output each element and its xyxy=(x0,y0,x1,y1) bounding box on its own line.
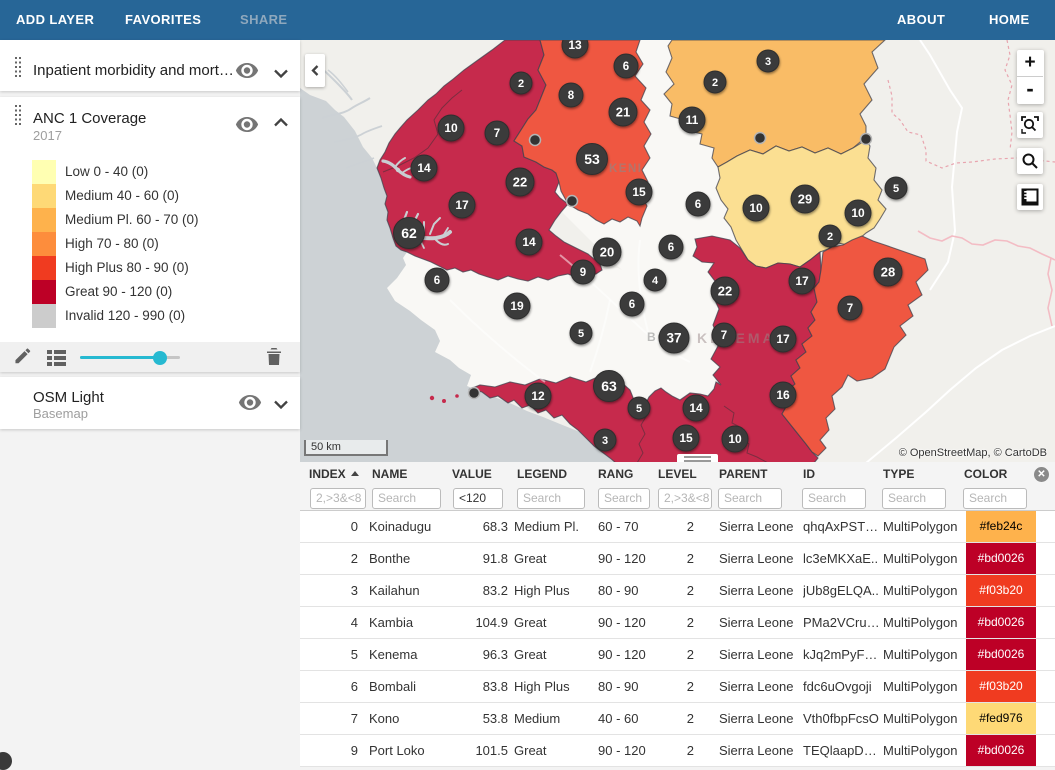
svg-text:3: 3 xyxy=(765,56,771,68)
svg-text:10: 10 xyxy=(749,201,763,215)
svg-text:53: 53 xyxy=(584,151,600,167)
svg-text:62: 62 xyxy=(401,225,417,241)
svg-text:14: 14 xyxy=(689,401,703,415)
svg-text:20: 20 xyxy=(600,245,614,260)
svg-text:15: 15 xyxy=(632,185,646,199)
svg-text:3: 3 xyxy=(602,435,608,447)
svg-text:5: 5 xyxy=(578,328,584,340)
svg-text:10: 10 xyxy=(728,432,742,446)
svg-text:14: 14 xyxy=(522,235,536,249)
svg-text:6: 6 xyxy=(629,299,635,311)
svg-text:KENEMA: KENEMA xyxy=(697,330,776,346)
svg-text:5: 5 xyxy=(893,183,899,195)
svg-text:15: 15 xyxy=(679,431,693,445)
svg-text:11: 11 xyxy=(686,113,699,127)
svg-text:8: 8 xyxy=(568,90,575,102)
svg-text:4: 4 xyxy=(652,275,659,287)
svg-text:17: 17 xyxy=(795,274,809,288)
svg-text:7: 7 xyxy=(847,303,853,315)
svg-text:6: 6 xyxy=(434,275,440,287)
svg-text:17: 17 xyxy=(455,198,469,212)
svg-text:17: 17 xyxy=(776,332,790,346)
svg-text:16: 16 xyxy=(776,388,790,402)
svg-text:2: 2 xyxy=(712,77,718,89)
svg-text:6: 6 xyxy=(695,199,701,211)
svg-text:2: 2 xyxy=(827,231,833,243)
svg-text:2: 2 xyxy=(518,78,524,90)
svg-text:13: 13 xyxy=(568,40,582,52)
svg-text:28: 28 xyxy=(881,265,895,280)
svg-text:5: 5 xyxy=(636,403,642,415)
svg-text:19: 19 xyxy=(510,299,524,313)
svg-text:6: 6 xyxy=(623,61,629,73)
svg-text:10: 10 xyxy=(851,206,865,220)
svg-text:14: 14 xyxy=(417,161,431,175)
svg-text:7: 7 xyxy=(494,128,500,140)
svg-text:6: 6 xyxy=(668,242,674,254)
svg-text:10: 10 xyxy=(444,121,458,135)
svg-text:63: 63 xyxy=(601,378,617,394)
svg-text:7: 7 xyxy=(721,330,727,342)
svg-text:KENI: KENI xyxy=(609,163,642,175)
svg-text:37: 37 xyxy=(666,331,681,346)
svg-text:22: 22 xyxy=(718,284,732,299)
svg-text:21: 21 xyxy=(616,105,630,120)
svg-text:12: 12 xyxy=(531,389,545,403)
svg-text:9: 9 xyxy=(580,267,586,279)
svg-text:29: 29 xyxy=(798,192,812,207)
svg-text:22: 22 xyxy=(513,175,527,190)
